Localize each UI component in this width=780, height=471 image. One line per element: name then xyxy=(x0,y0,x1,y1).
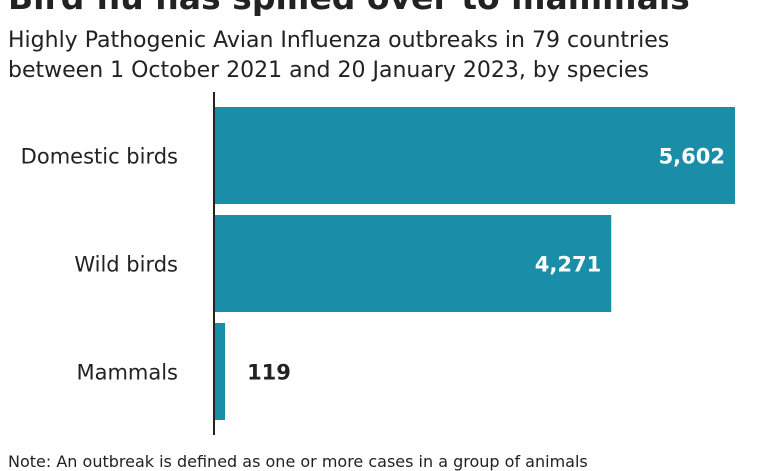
category-label-domestic-birds: Domestic birds xyxy=(21,145,178,169)
chart-note: Note: An outbreak is defined as one or m… xyxy=(8,452,588,471)
bar-wild-birds xyxy=(214,215,612,312)
data-label-wild-birds: 4,271 xyxy=(535,253,601,277)
bar-domestic-birds xyxy=(214,107,735,204)
chart-title: Bird flu has spilled over to mammals xyxy=(8,0,690,18)
category-label-wild-birds: Wild birds xyxy=(74,253,178,277)
category-label-mammals: Mammals xyxy=(76,361,178,385)
chart-subtitle: Highly Pathogenic Avian Influenza outbre… xyxy=(8,26,669,86)
bar-mammals xyxy=(214,323,226,420)
data-label-mammals: 119 xyxy=(247,361,291,385)
data-label-domestic-birds: 5,602 xyxy=(659,145,725,169)
subtitle-line-2: between 1 October 2021 and 20 January 20… xyxy=(8,58,650,83)
subtitle-line-1: Highly Pathogenic Avian Influenza outbre… xyxy=(8,28,670,53)
